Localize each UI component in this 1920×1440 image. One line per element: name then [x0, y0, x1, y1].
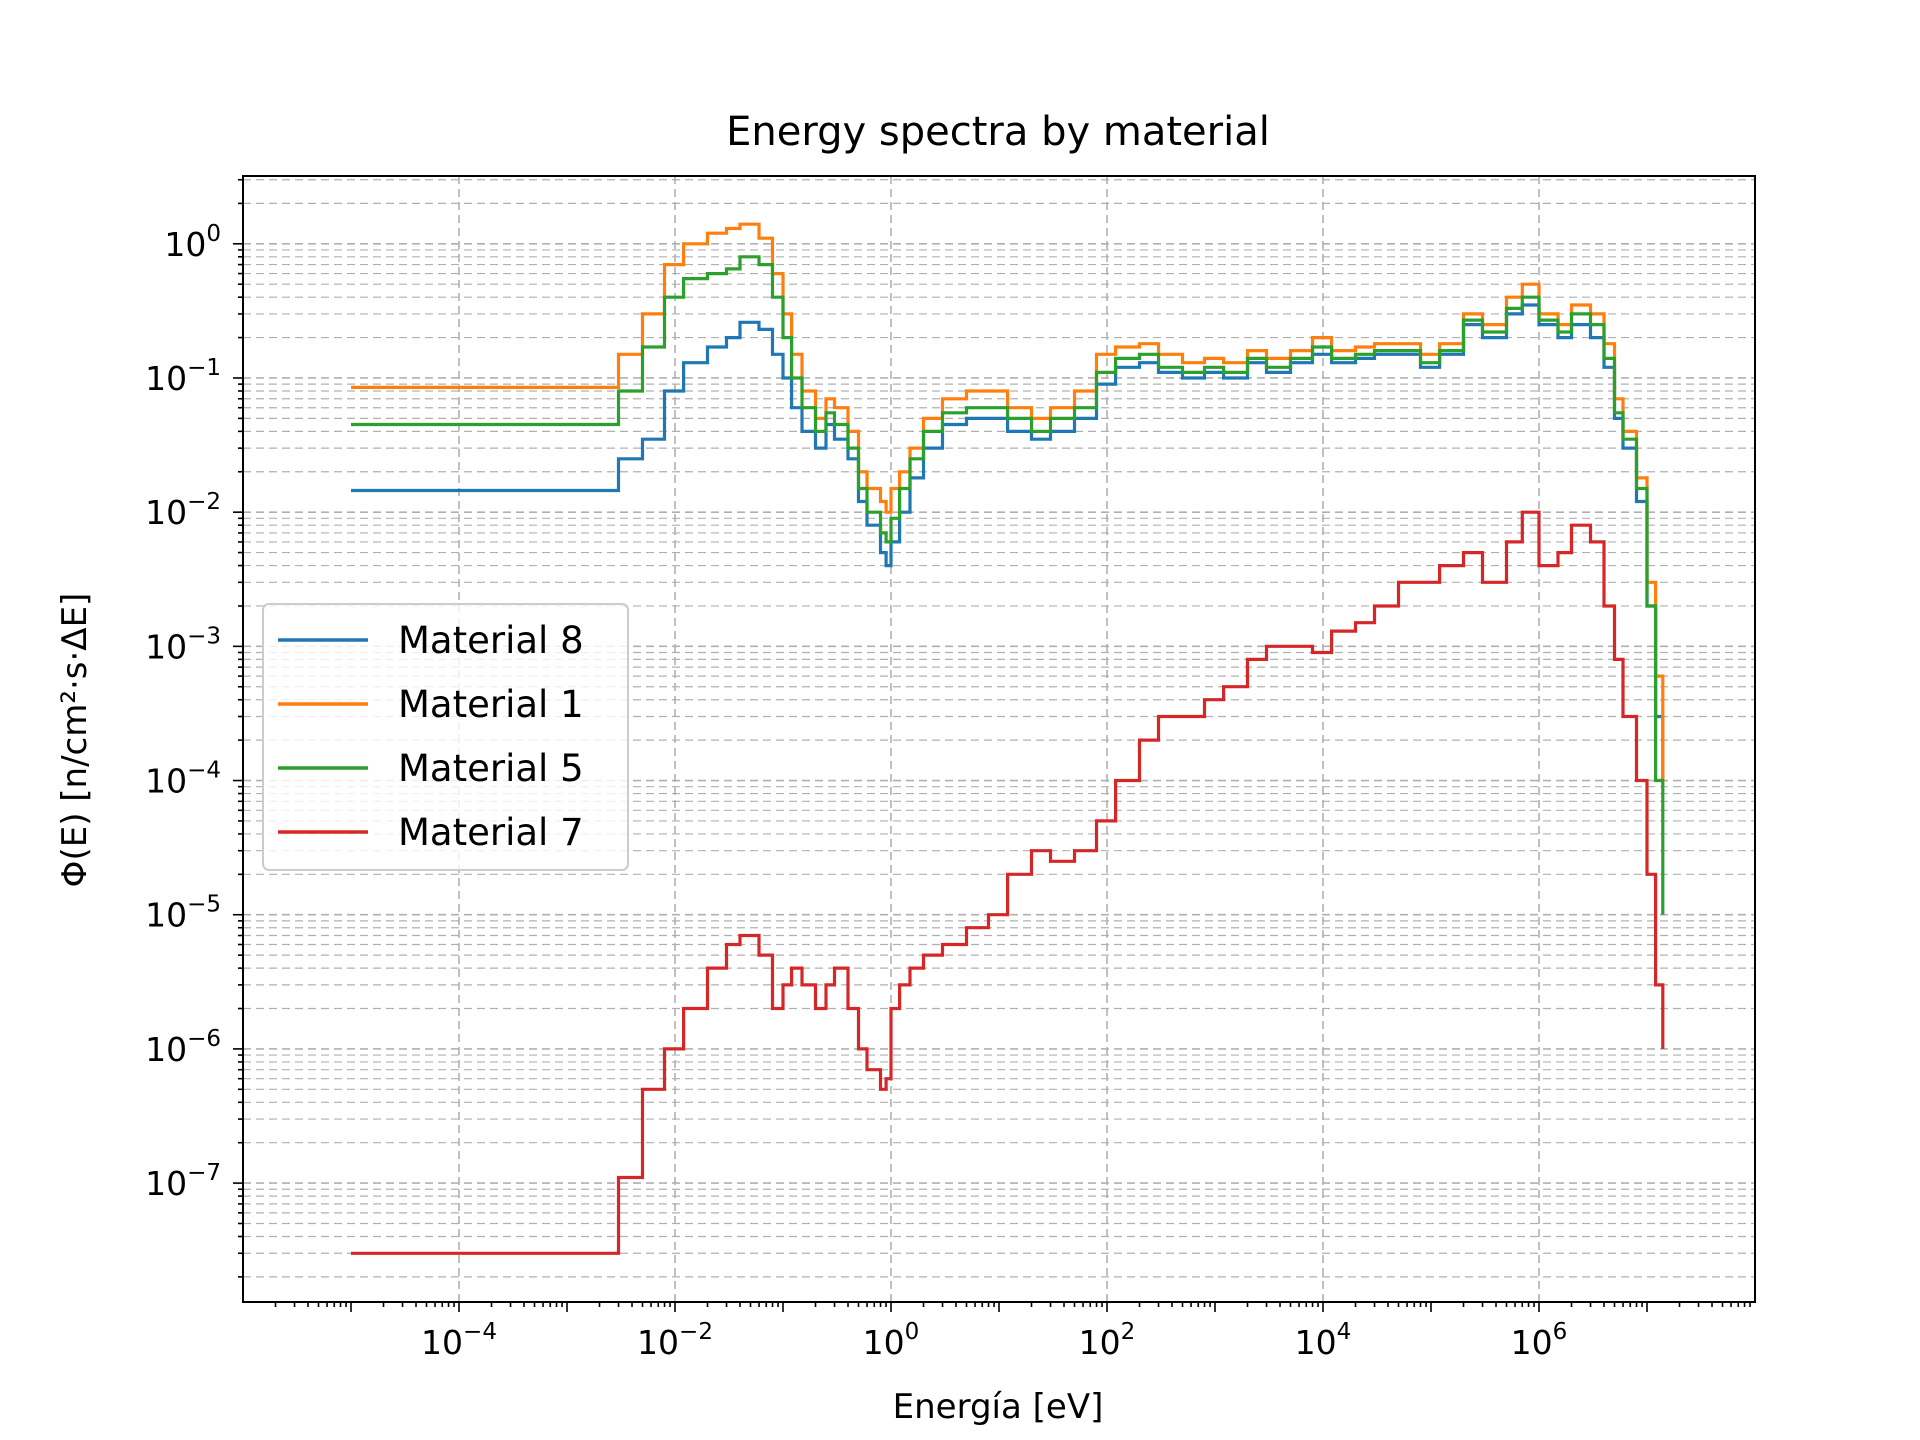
series-line-material-7: [351, 510, 1665, 1255]
y-tick-label: 10−2: [145, 489, 221, 532]
x-axis-ticks: 10−4 10−2 100 102 104 106: [274, 1302, 1751, 1362]
y-tick-label: 100: [164, 221, 221, 264]
y-tick-label: 10−7: [145, 1160, 221, 1203]
y-axis-ticks: 100 10−1 10−2 10−3 10−4 10−5 10−6 10−7: [145, 178, 243, 1278]
legend: Material 8 Material 1 Material 5 Material 7: [262, 603, 629, 871]
legend-label: Material 1: [398, 683, 584, 726]
x-tick-label: 106: [1511, 1319, 1568, 1362]
x-tick-label: 10−4: [421, 1319, 497, 1362]
series-line-material-5: [351, 255, 1665, 915]
legend-label: Material 5: [398, 747, 584, 790]
legend-label: Material 8: [398, 619, 584, 662]
y-axis-label: Φ(E) [n/cm²·s·ΔE]: [55, 593, 95, 888]
legend-label: Material 7: [398, 811, 584, 854]
y-tick-label: 10−4: [145, 758, 221, 801]
x-axis-label: Energía [eV]: [893, 1387, 1104, 1427]
x-tick-label: 102: [1079, 1319, 1136, 1362]
y-tick-label: 10−6: [145, 1026, 221, 1069]
x-tick-label: 100: [863, 1319, 920, 1362]
x-tick-label: 10−2: [637, 1319, 713, 1362]
chart-title: Energy spectra by material: [726, 109, 1270, 155]
x-tick-label: 104: [1295, 1319, 1352, 1362]
y-tick-label: 10−1: [145, 355, 221, 398]
y-tick-label: 10−5: [145, 892, 221, 935]
y-tick-label: 10−3: [145, 623, 221, 666]
series-layer: [351, 222, 1665, 1255]
legend-box: [262, 603, 629, 871]
